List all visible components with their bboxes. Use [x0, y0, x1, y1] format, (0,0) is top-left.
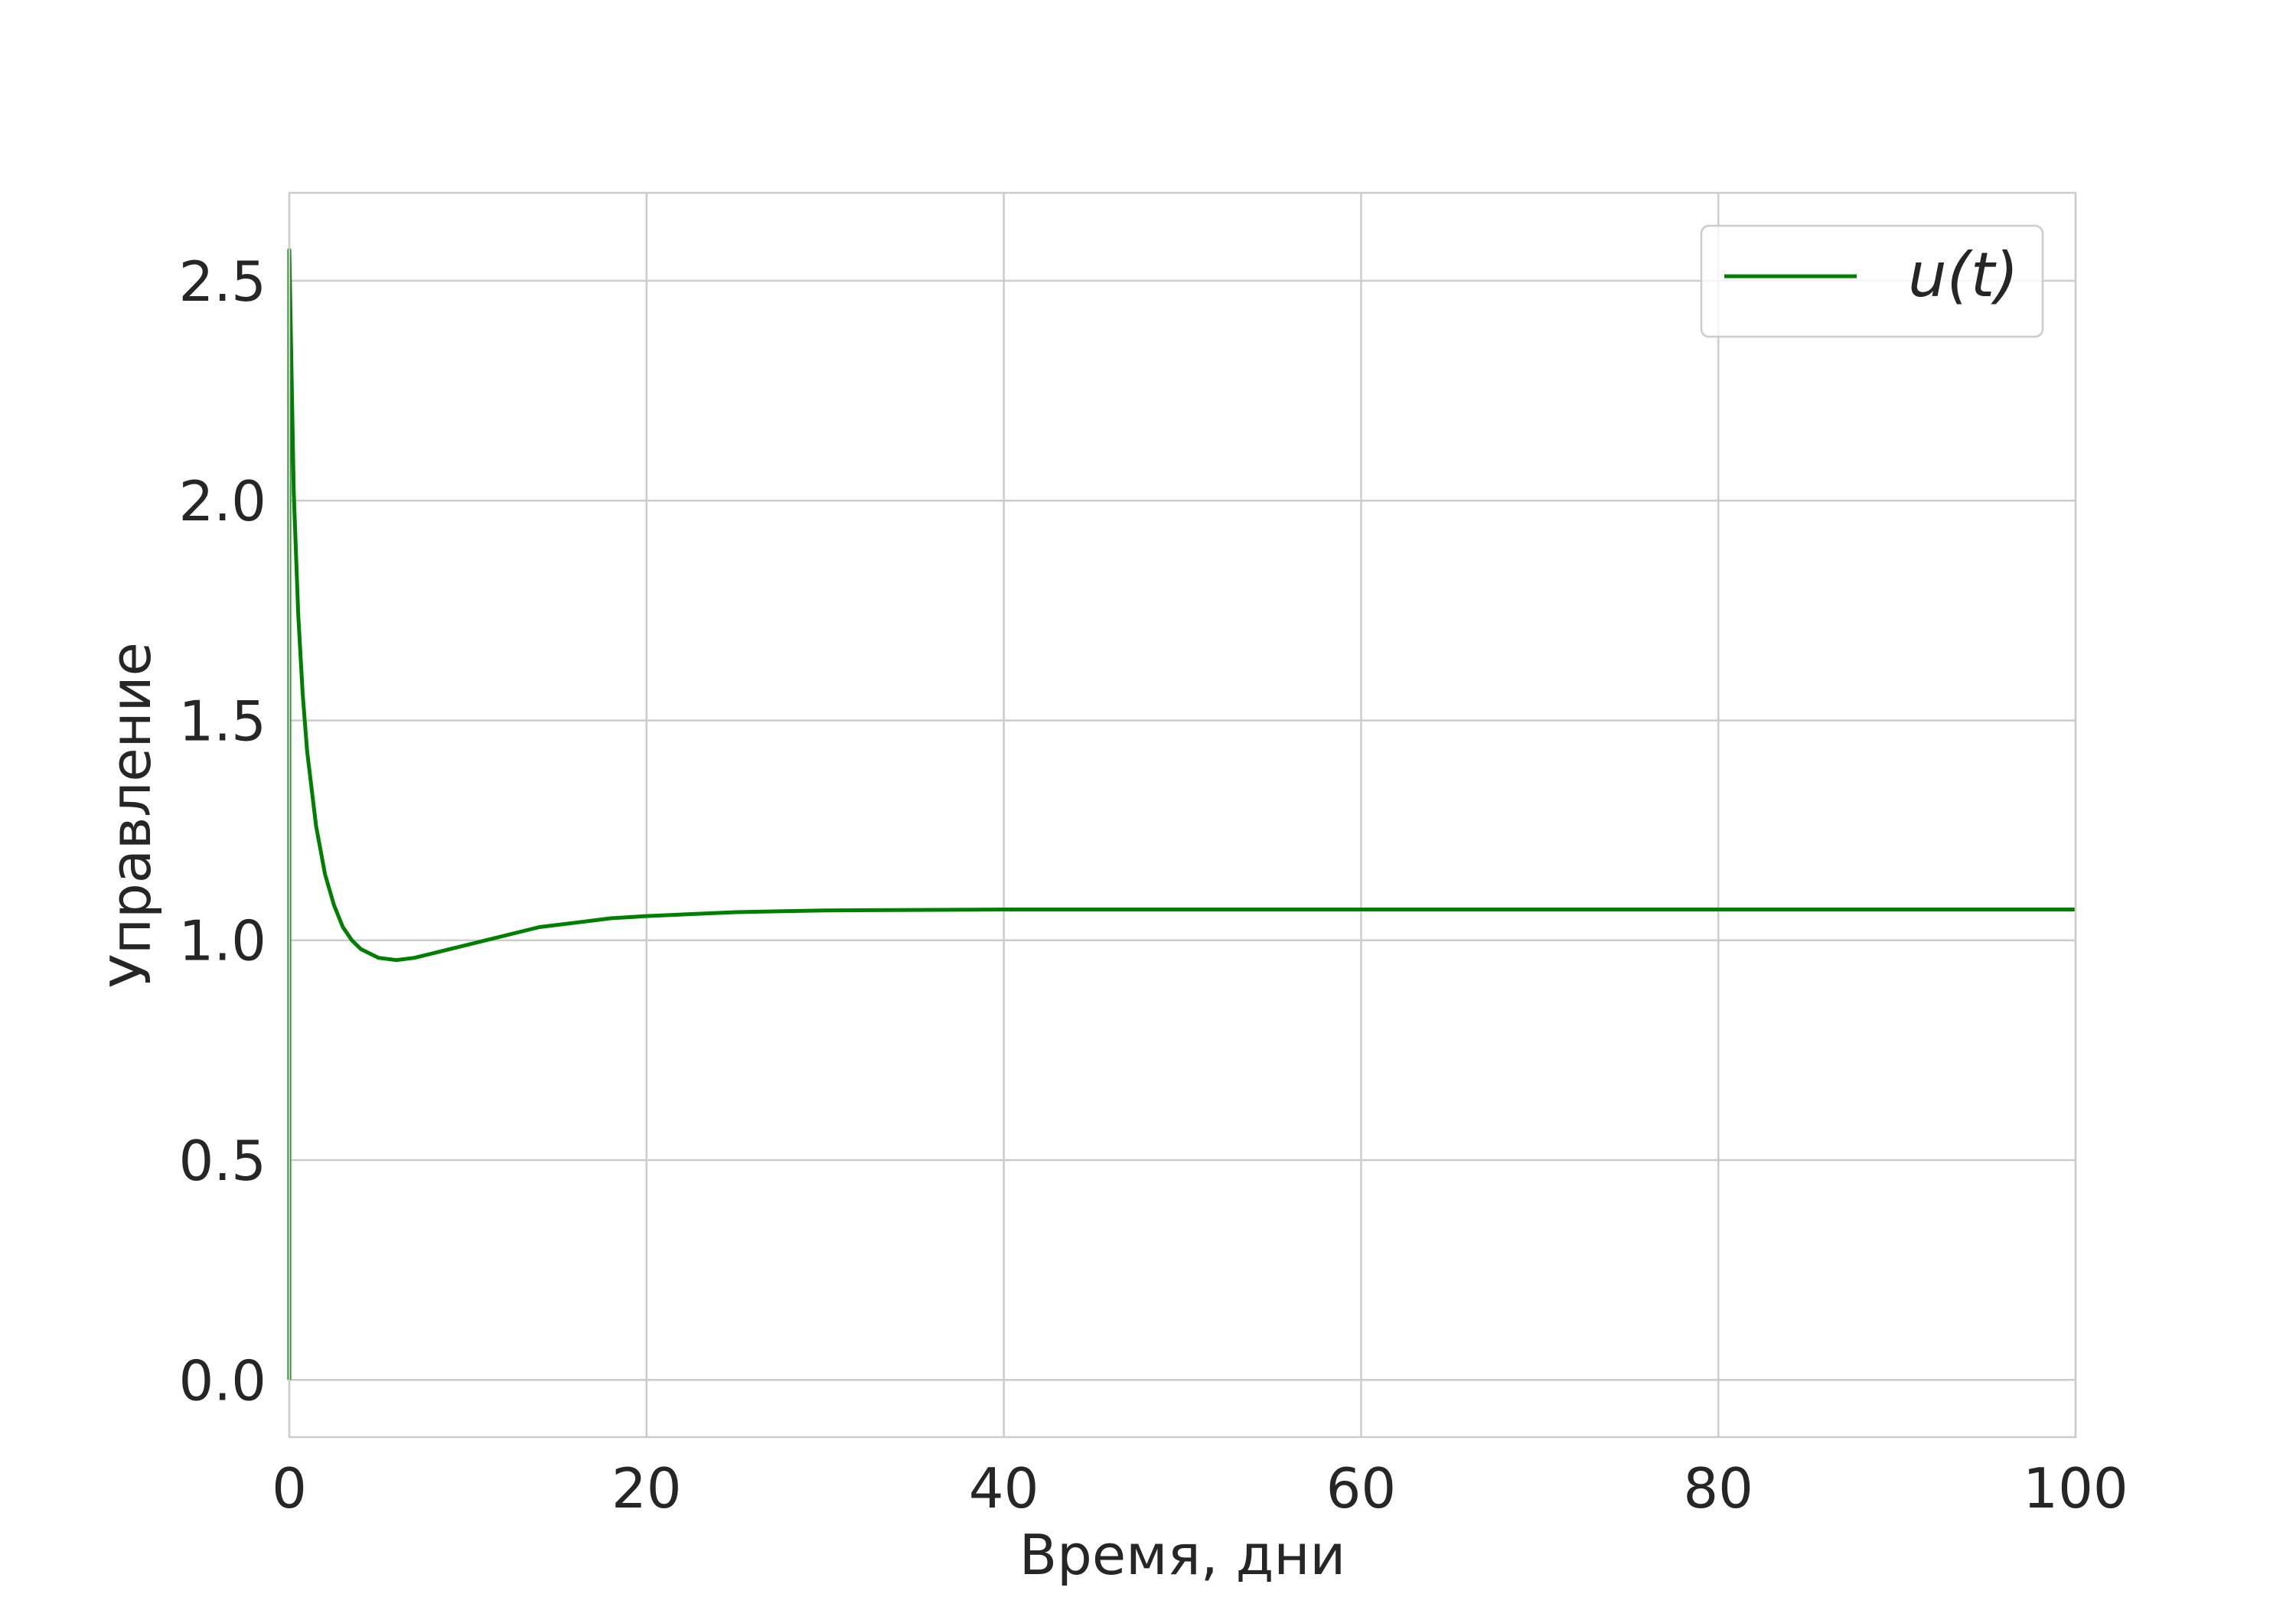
- y-tick-label: 0.0: [178, 1348, 266, 1413]
- y-tick-label: 0.5: [178, 1129, 266, 1193]
- legend-box: [1700, 224, 2044, 338]
- x-tick-label: 60: [1326, 1456, 1397, 1521]
- x-axis-label: Время, дни: [1019, 1523, 1345, 1587]
- y-tick-label: 2.5: [178, 249, 266, 314]
- plot-area: [289, 193, 2076, 1437]
- y-tick-label: 1.5: [178, 689, 266, 753]
- y-axis-label: Управление: [99, 642, 163, 988]
- legend: u(t): [1700, 224, 2044, 338]
- x-tick-label: 100: [2023, 1456, 2128, 1521]
- y-tick-labels: 0.0 0.5 1.0 1.5 2.0 2.5: [178, 249, 266, 1413]
- x-tick-label: 20: [612, 1456, 682, 1521]
- y-tick-label: 1.0: [178, 909, 266, 973]
- x-tick-label: 80: [1683, 1456, 1753, 1521]
- series-layer: [287, 248, 2076, 1380]
- x-tick-label: 40: [969, 1456, 1039, 1521]
- series-line-u-t: [287, 248, 2076, 1380]
- x-tick-labels: 0 20 40 60 80 100: [272, 1456, 2128, 1521]
- legend-label-u-t: u(t): [1908, 240, 2019, 311]
- grid-lines: [288, 193, 2077, 1437]
- y-tick-label: 2.0: [178, 469, 266, 533]
- plot-frame: [288, 191, 2077, 1439]
- x-tick-label: 0: [272, 1456, 307, 1521]
